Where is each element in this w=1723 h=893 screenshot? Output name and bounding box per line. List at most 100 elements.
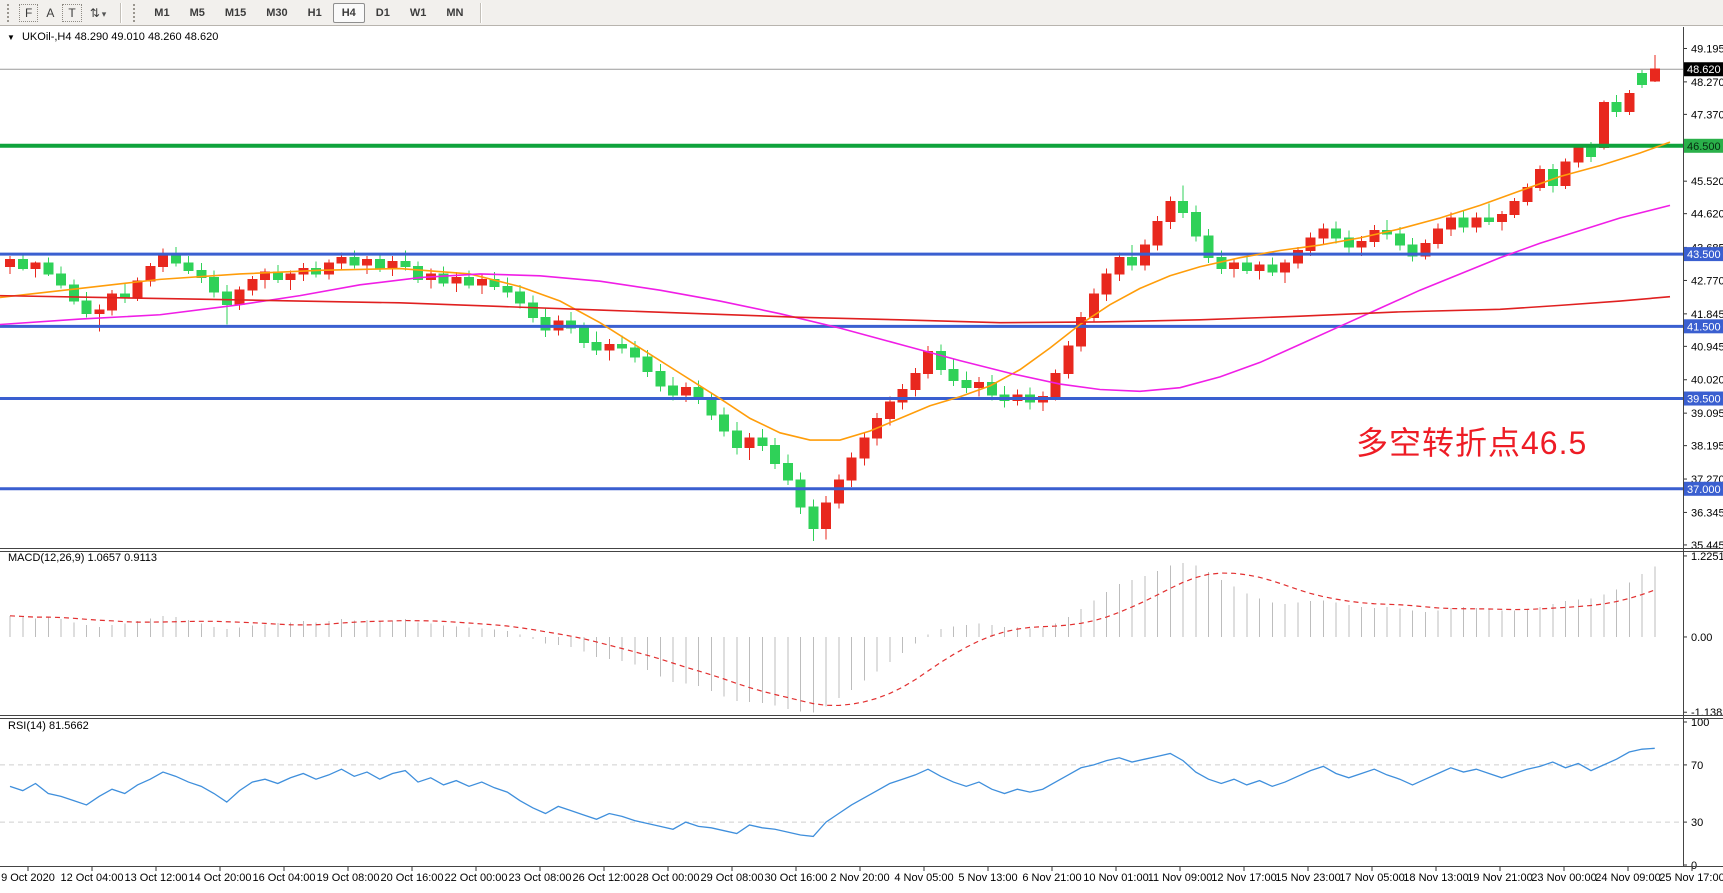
text-box-t-icon[interactable]: T — [62, 3, 82, 22]
price-tick-label: 44.620 — [1691, 209, 1723, 221]
time-tick-label: 13 Oct 12:00 — [125, 872, 188, 884]
timeframe-button-h4[interactable]: H4 — [332, 2, 365, 23]
candle — [1127, 257, 1137, 266]
symbol-dropdown-caret-icon[interactable]: ▼ — [7, 33, 15, 42]
candle — [1292, 249, 1303, 264]
timeframe-button-m15[interactable]: M15 — [216, 3, 255, 23]
candle — [413, 266, 423, 280]
candle — [693, 387, 704, 400]
ma-orange — [0, 141, 1671, 441]
time-tick-label: 10 Nov 01:00 — [1083, 872, 1148, 884]
candle — [719, 414, 729, 432]
candle — [438, 273, 449, 284]
toolbar-grip-2[interactable] — [133, 3, 139, 22]
macd-signal-line — [9, 572, 1655, 707]
timeframe-button-d1[interactable]: D1 — [367, 3, 399, 23]
candle — [578, 327, 589, 344]
candle — [1394, 233, 1405, 246]
price-badge-39.500-text: 39.500 — [1687, 394, 1721, 406]
time-tick-label: 26 Oct 12:00 — [573, 872, 636, 884]
candle — [604, 343, 615, 351]
timeframe-button-mn[interactable]: MN — [437, 3, 472, 23]
candle — [1165, 201, 1176, 223]
ohlc-values: 48.290 49.010 48.260 48.620 — [74, 31, 219, 43]
time-tick-label: 6 Nov 21:00 — [1022, 872, 1081, 884]
candle — [1484, 217, 1494, 223]
candle — [1254, 264, 1265, 271]
candle — [629, 347, 640, 358]
time-tick-label: 22 Oct 00:00 — [445, 872, 508, 884]
candle — [464, 277, 474, 286]
candle — [1433, 228, 1443, 244]
candle — [744, 437, 755, 448]
price-tick-label: 39.095 — [1691, 408, 1723, 420]
timeframe-button-m1[interactable]: M1 — [145, 3, 178, 23]
price-tick-label: 40.945 — [1691, 341, 1723, 353]
candle — [1471, 217, 1482, 228]
text-label-a-icon[interactable]: A — [40, 4, 60, 22]
dropdown-caret-icon[interactable]: ▾ — [101, 8, 107, 19]
candle — [1063, 345, 1074, 374]
macd-histogram — [9, 562, 1656, 713]
timeframe-button-m30[interactable]: M30 — [257, 3, 296, 23]
arrows-tool-icon[interactable]: ⇅ ▾ — [84, 4, 113, 22]
candle — [1178, 201, 1188, 214]
candle — [1152, 221, 1163, 246]
candle — [94, 309, 105, 315]
candle — [642, 356, 653, 372]
price-badge-43.500: 43.500 — [1684, 247, 1723, 262]
candle — [209, 277, 219, 293]
chart-f-icon[interactable]: F — [19, 3, 39, 22]
candle — [655, 370, 666, 387]
candle — [821, 502, 831, 530]
candle — [1573, 147, 1584, 163]
macd-scale-label: 1.2251 — [1691, 551, 1723, 563]
timeframe-button-w1[interactable]: W1 — [401, 3, 436, 23]
time-tick-label: 18 Nov 13:00 — [1403, 872, 1468, 884]
candle — [706, 398, 717, 416]
candle — [1203, 235, 1214, 259]
timeframe-button-h1[interactable]: H1 — [299, 3, 331, 23]
candle — [770, 444, 780, 465]
price-badge-41.500-text: 41.500 — [1687, 321, 1721, 333]
price-badge-37.000-bg — [1684, 481, 1723, 496]
time-tick-label: 11 Nov 09:00 — [1148, 872, 1213, 884]
candle — [1509, 201, 1520, 215]
candle — [668, 385, 678, 396]
candle — [1280, 262, 1290, 273]
candle — [1318, 228, 1329, 239]
candles-layer — [5, 55, 1660, 542]
candle — [476, 278, 487, 286]
time-tick-label: 14 Oct 20:00 — [189, 872, 252, 884]
toolbar-grip[interactable] — [7, 3, 13, 22]
candle — [1637, 73, 1647, 85]
current-price-badge: 48.620 — [1684, 62, 1723, 77]
candle — [400, 260, 411, 268]
price-badge-43.500-text: 43.500 — [1687, 249, 1721, 261]
annotation-text[interactable]: 多空转折点46.5 — [1356, 425, 1588, 461]
candle — [1522, 186, 1533, 203]
price-tick-label: 49.195 — [1691, 43, 1723, 55]
candle — [884, 401, 895, 419]
candle — [1229, 262, 1239, 270]
candle — [1190, 212, 1201, 237]
macd-scale-label: 0.00 — [1691, 632, 1712, 644]
candle — [1535, 168, 1545, 188]
candle — [897, 388, 908, 403]
price-badge-41.500: 41.500 — [1684, 319, 1723, 334]
time-tick-label: 24 Nov 09:00 — [1595, 872, 1660, 884]
rsi-line — [9, 747, 1655, 838]
candle — [362, 259, 372, 266]
price-tick-label: 41.845 — [1691, 309, 1723, 321]
candle — [68, 284, 79, 302]
candle — [910, 372, 921, 390]
candle — [1458, 217, 1469, 228]
drawing-tools-group: F A T ⇅ ▾ — [18, 3, 113, 22]
time-tick-label: 12 Oct 04:00 — [61, 872, 124, 884]
timeframe-button-m5[interactable]: M5 — [181, 3, 214, 23]
chart-header: ▼ UKOil-,H4 48.290 49.010 48.260 48.620 — [7, 31, 218, 43]
candle — [81, 300, 92, 315]
candle — [617, 343, 627, 349]
candle — [833, 479, 844, 504]
candle — [1101, 273, 1112, 295]
